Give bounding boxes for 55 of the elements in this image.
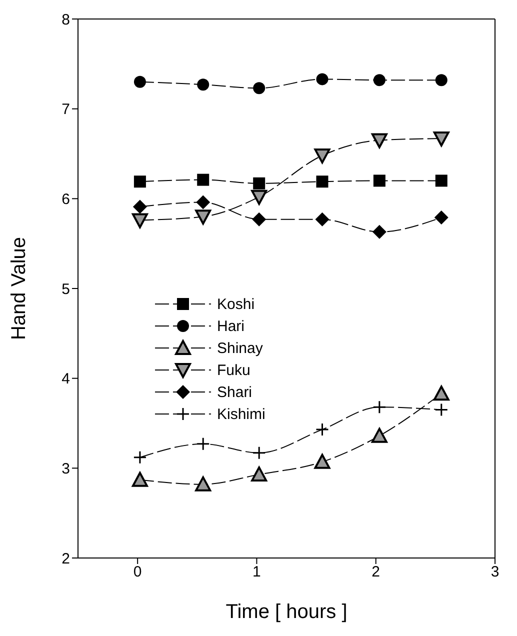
legend-label: Shari bbox=[217, 384, 252, 400]
point bbox=[195, 210, 212, 225]
point bbox=[372, 224, 386, 239]
point bbox=[132, 213, 148, 228]
point bbox=[314, 454, 330, 469]
point bbox=[196, 437, 210, 451]
y-axis-title: Hand Value bbox=[8, 236, 30, 340]
point bbox=[435, 74, 448, 86]
x-tick-label: 1 bbox=[252, 564, 261, 581]
point bbox=[133, 450, 147, 464]
point bbox=[252, 212, 266, 226]
legend-label: Fuku bbox=[217, 362, 250, 378]
legend-label: Kishimi bbox=[217, 406, 266, 422]
point bbox=[433, 386, 450, 401]
y-tick-label: 6 bbox=[62, 190, 70, 208]
point bbox=[371, 133, 388, 148]
point bbox=[316, 73, 328, 86]
point bbox=[197, 174, 210, 186]
point bbox=[434, 210, 448, 225]
y-tick-label: 5 bbox=[62, 280, 70, 298]
point bbox=[316, 176, 328, 188]
point bbox=[434, 403, 448, 417]
point bbox=[132, 200, 147, 214]
point bbox=[251, 466, 268, 482]
x-tick-label: 0 bbox=[133, 564, 142, 581]
point bbox=[251, 190, 268, 205]
point bbox=[253, 82, 266, 94]
point bbox=[373, 74, 386, 86]
legend-label: Hari bbox=[217, 318, 245, 334]
y-tick-label: 3 bbox=[62, 460, 70, 478]
x-tick-label: 3 bbox=[490, 564, 500, 581]
x-axis-title: Time [ hours ] bbox=[226, 601, 348, 623]
point bbox=[315, 422, 329, 436]
point bbox=[315, 212, 330, 226]
legend-label: Shinay bbox=[217, 340, 263, 356]
point bbox=[196, 195, 210, 210]
point bbox=[372, 400, 386, 414]
point bbox=[433, 131, 450, 146]
point bbox=[252, 446, 266, 460]
point bbox=[134, 176, 146, 188]
y-tick-label: 4 bbox=[62, 370, 70, 388]
y-tick-label: 7 bbox=[62, 101, 70, 118]
point bbox=[134, 76, 146, 88]
point bbox=[371, 428, 388, 443]
point bbox=[373, 174, 386, 187]
point bbox=[195, 476, 212, 492]
legend-label: Koshi bbox=[217, 296, 255, 312]
point bbox=[197, 78, 210, 91]
x-tick-label: 2 bbox=[372, 564, 380, 581]
y-tick-label: 2 bbox=[62, 550, 70, 568]
point bbox=[132, 472, 148, 487]
point bbox=[314, 148, 330, 164]
point bbox=[435, 174, 448, 187]
point bbox=[253, 177, 266, 190]
y-tick-label: 8 bbox=[62, 11, 70, 28]
